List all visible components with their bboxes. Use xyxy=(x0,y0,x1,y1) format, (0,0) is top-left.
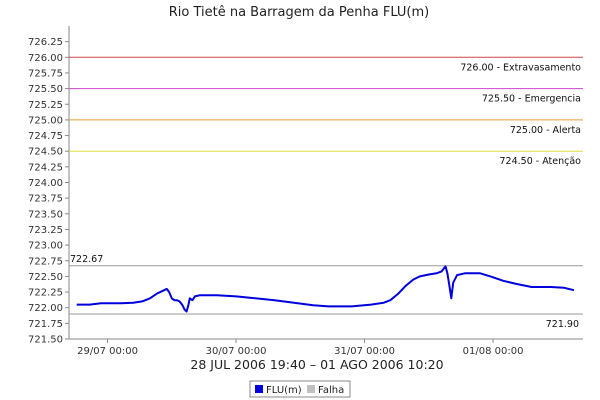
x-tick-label: 01/08 00:00 xyxy=(463,346,524,357)
series-line-flu xyxy=(76,265,575,313)
threshold-label: 724.50 - Atenção xyxy=(500,156,582,167)
y-tick-label: 723.75 xyxy=(28,194,63,205)
threshold-label: 726.00 - Extravasamento xyxy=(460,62,581,73)
y-tick-label: 723.00 xyxy=(28,241,63,252)
y-tick-label: 722.25 xyxy=(28,288,63,299)
y-tick-label: 721.50 xyxy=(28,335,63,346)
legend-box xyxy=(249,380,351,398)
reference-label: 721.90 xyxy=(546,319,579,330)
y-tick-label: 724.25 xyxy=(28,162,63,173)
y-tick-label: 724.50 xyxy=(28,147,63,158)
y-tick-label: 724.75 xyxy=(28,131,63,142)
x-tick-label: 31/07 00:00 xyxy=(334,346,395,357)
y-tick-label: 725.75 xyxy=(28,68,63,79)
chart-title: Rio Tietê na Barragem da Penha FLU(m) xyxy=(169,5,430,20)
legend-swatch xyxy=(307,385,315,393)
reference-label: 722.67 xyxy=(70,254,103,265)
y-tick-label: 723.50 xyxy=(28,209,63,220)
y-tick-label: 723.25 xyxy=(28,225,63,236)
y-tick-label: 725.50 xyxy=(28,84,63,95)
legend-entry: Falha xyxy=(318,385,344,396)
y-tick-label: 726.00 xyxy=(28,53,63,64)
plot-area: 721.50 721.75 722.00 722.25 722.50 722.75 723.… xyxy=(28,26,583,357)
legend: FLU(m) Falha xyxy=(249,380,351,398)
x-axis-label: 28 JUL 2006 19:40 – 01 AGO 2006 10:20 xyxy=(190,357,443,372)
y-tick-label: 722.00 xyxy=(28,303,63,314)
y-tick-label: 722.50 xyxy=(28,272,63,283)
y-tick-label: 725.00 xyxy=(28,115,63,126)
legend-swatch xyxy=(255,385,263,393)
x-tick-label: 30/07 00:00 xyxy=(206,346,267,357)
y-tick-label: 725.25 xyxy=(28,100,63,111)
y-tick-label: 721.75 xyxy=(28,319,63,330)
threshold-label: 725.00 - Alerta xyxy=(510,125,581,136)
y-tick-label: 722.75 xyxy=(28,256,63,267)
x-tick-label: 29/07 00:00 xyxy=(77,346,138,357)
threshold-label: 725.50 - Emergencia xyxy=(482,94,581,105)
legend-entry: FLU(m) xyxy=(266,385,302,396)
y-tick-label: 724.00 xyxy=(28,178,63,189)
y-tick-label: 726.25 xyxy=(28,37,63,48)
